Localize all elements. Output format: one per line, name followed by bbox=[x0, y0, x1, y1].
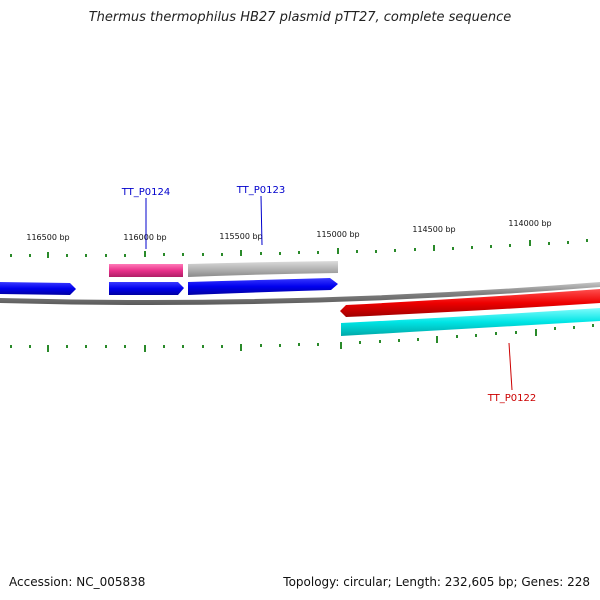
gene-label[interactable]: TT_P0123 bbox=[236, 185, 286, 196]
lower-tick-row bbox=[10, 324, 594, 352]
gene-label[interactable]: TT_P0122 bbox=[487, 393, 537, 404]
reverse-gene-arrow[interactable] bbox=[340, 289, 600, 317]
scale-label: 114000 bp bbox=[508, 219, 551, 228]
scale-label: 116000 bp bbox=[123, 233, 166, 242]
scale-label: 116500 bp bbox=[26, 233, 69, 242]
sequence-summary: Topology: circular; Length: 232,605 bp; … bbox=[283, 575, 590, 589]
accession-label: Accession: NC_005838 bbox=[9, 575, 146, 589]
gene-callout-line bbox=[260, 195, 263, 246]
rna-gene-feature[interactable] bbox=[109, 264, 183, 277]
forward-gene-arrow[interactable] bbox=[188, 278, 338, 295]
forward-gene-arrow[interactable] bbox=[0, 282, 76, 295]
scale-label: 115000 bp bbox=[316, 230, 359, 239]
gene-label[interactable]: TT_P0124 bbox=[121, 187, 171, 198]
plasmid-backbone bbox=[0, 282, 600, 305]
orf-feature[interactable] bbox=[341, 308, 600, 336]
scale-label: 114500 bp bbox=[412, 225, 455, 234]
other-gene-feature[interactable] bbox=[188, 261, 338, 277]
gene-callout-line bbox=[508, 342, 513, 391]
upper-tick-row bbox=[10, 239, 588, 258]
scale-label: 115500 bp bbox=[219, 232, 262, 241]
map-title: Thermus thermophilus HB27 plasmid pTT27,… bbox=[88, 10, 512, 25]
forward-gene-arrow[interactable] bbox=[109, 282, 184, 295]
